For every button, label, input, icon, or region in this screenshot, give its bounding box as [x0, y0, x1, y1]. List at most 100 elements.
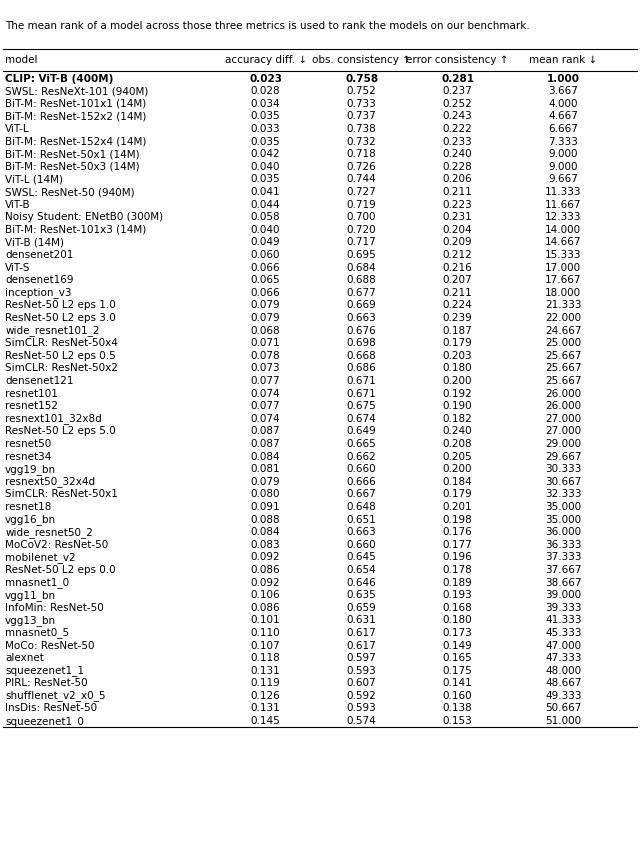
Text: 26.000: 26.000	[545, 401, 581, 410]
Text: 26.000: 26.000	[545, 388, 581, 398]
Text: 51.000: 51.000	[545, 716, 581, 725]
Text: 0.207: 0.207	[443, 275, 472, 285]
Text: 0.092: 0.092	[251, 552, 280, 561]
Text: 30.333: 30.333	[545, 464, 581, 473]
Text: 0.178: 0.178	[443, 565, 472, 574]
Text: 0.071: 0.071	[251, 338, 280, 348]
Text: 0.677: 0.677	[347, 287, 376, 298]
Text: 0.700: 0.700	[347, 212, 376, 222]
Text: MoCoV2: ResNet-50: MoCoV2: ResNet-50	[5, 539, 108, 549]
Text: 0.224: 0.224	[443, 300, 472, 310]
Text: SWSL: ResNet-50 (940M): SWSL: ResNet-50 (940M)	[5, 187, 135, 197]
Text: 0.252: 0.252	[443, 99, 472, 108]
Text: 0.035: 0.035	[251, 136, 280, 147]
Text: 0.079: 0.079	[251, 300, 280, 310]
Text: inception_v3: inception_v3	[5, 287, 72, 298]
Text: SimCLR: ResNet-50x2: SimCLR: ResNet-50x2	[5, 363, 118, 373]
Text: 0.659: 0.659	[347, 602, 376, 612]
Text: 0.190: 0.190	[443, 401, 472, 410]
Text: 39.333: 39.333	[545, 602, 582, 612]
Text: 0.200: 0.200	[443, 375, 472, 386]
Text: 0.176: 0.176	[443, 526, 472, 537]
Text: 0.189: 0.189	[443, 577, 472, 587]
Text: 0.688: 0.688	[347, 275, 376, 285]
Text: 0.079: 0.079	[251, 313, 280, 322]
Text: 0.593: 0.593	[347, 703, 376, 712]
Text: 0.074: 0.074	[251, 388, 280, 398]
Text: alexnet: alexnet	[5, 653, 44, 662]
Text: 0.106: 0.106	[251, 589, 280, 600]
Text: 0.243: 0.243	[443, 112, 472, 121]
Text: 0.028: 0.028	[251, 86, 280, 96]
Text: 39.000: 39.000	[545, 589, 581, 600]
Text: InsDis: ResNet-50: InsDis: ResNet-50	[5, 703, 97, 712]
Text: 18.000: 18.000	[545, 287, 581, 298]
Text: 0.720: 0.720	[347, 224, 376, 235]
Text: 0.141: 0.141	[443, 677, 472, 688]
Text: 0.205: 0.205	[443, 451, 472, 461]
Text: ResNet-50 L2 eps 1.0: ResNet-50 L2 eps 1.0	[5, 300, 116, 310]
Text: 0.675: 0.675	[347, 401, 376, 410]
Text: BiT-M: ResNet-50x1 (14M): BiT-M: ResNet-50x1 (14M)	[5, 149, 140, 159]
Text: resnet18: resnet18	[5, 502, 51, 511]
Text: wide_resnet101_2: wide_resnet101_2	[5, 325, 100, 335]
Text: 0.281: 0.281	[441, 73, 474, 84]
Text: 0.651: 0.651	[347, 514, 376, 524]
Text: CLIP: ViT-B (400M): CLIP: ViT-B (400M)	[5, 73, 113, 84]
Text: 0.118: 0.118	[251, 653, 280, 662]
Text: 0.073: 0.073	[251, 363, 280, 373]
Text: 0.086: 0.086	[251, 565, 280, 574]
Text: BiT-M: ResNet-152x2 (14M): BiT-M: ResNet-152x2 (14M)	[5, 112, 147, 121]
Text: 0.223: 0.223	[443, 200, 472, 209]
Text: 0.211: 0.211	[443, 287, 472, 298]
Text: 0.727: 0.727	[347, 187, 376, 197]
Text: 0.110: 0.110	[251, 627, 280, 637]
Text: 0.092: 0.092	[251, 577, 280, 587]
Text: 0.168: 0.168	[443, 602, 472, 612]
Text: wide_resnet50_2: wide_resnet50_2	[5, 526, 93, 537]
Text: The mean rank of a model across those three metrics is used to rank the models o: The mean rank of a model across those th…	[5, 21, 530, 32]
Text: 50.667: 50.667	[545, 703, 581, 712]
Text: SimCLR: ResNet-50x4: SimCLR: ResNet-50x4	[5, 338, 118, 348]
Text: squeezenet1_1: squeezenet1_1	[5, 664, 84, 676]
Text: 0.646: 0.646	[347, 577, 376, 587]
Text: 0.631: 0.631	[347, 615, 376, 624]
Text: 14.000: 14.000	[545, 224, 581, 235]
Text: 41.333: 41.333	[545, 615, 582, 624]
Text: 0.732: 0.732	[347, 136, 376, 147]
Text: 0.077: 0.077	[251, 375, 280, 386]
Text: 3.667: 3.667	[548, 86, 578, 96]
Text: ViT-S: ViT-S	[5, 263, 31, 272]
Text: 0.200: 0.200	[443, 464, 472, 473]
Text: PIRL: ResNet-50: PIRL: ResNet-50	[5, 677, 88, 688]
Text: 25.667: 25.667	[545, 375, 582, 386]
Text: 38.667: 38.667	[545, 577, 582, 587]
Text: 0.208: 0.208	[443, 438, 472, 449]
Text: 0.228: 0.228	[443, 162, 472, 171]
Text: 37.333: 37.333	[545, 552, 582, 561]
Text: mobilenet_v2: mobilenet_v2	[5, 551, 76, 562]
Text: 0.216: 0.216	[443, 263, 472, 272]
Text: densenet169: densenet169	[5, 275, 74, 285]
Text: 0.173: 0.173	[443, 627, 472, 637]
Text: 47.333: 47.333	[545, 653, 582, 662]
Text: 0.240: 0.240	[443, 426, 472, 436]
Text: 0.744: 0.744	[347, 174, 376, 184]
Text: ViT-L: ViT-L	[5, 124, 29, 134]
Text: 0.149: 0.149	[443, 640, 472, 650]
Text: SimCLR: ResNet-50x1: SimCLR: ResNet-50x1	[5, 489, 118, 499]
Text: BiT-M: ResNet-101x3 (14M): BiT-M: ResNet-101x3 (14M)	[5, 224, 147, 235]
Text: 0.077: 0.077	[251, 401, 280, 410]
Text: 0.239: 0.239	[443, 313, 472, 322]
Text: 21.333: 21.333	[545, 300, 582, 310]
Text: 22.000: 22.000	[545, 313, 581, 322]
Text: 0.066: 0.066	[251, 287, 280, 298]
Text: 0.597: 0.597	[347, 653, 376, 662]
Text: 0.574: 0.574	[347, 716, 376, 725]
Text: 0.138: 0.138	[443, 703, 472, 712]
Text: 0.060: 0.060	[251, 250, 280, 259]
Text: 0.160: 0.160	[443, 690, 472, 700]
Text: 0.222: 0.222	[443, 124, 472, 134]
Text: vgg16_bn: vgg16_bn	[5, 514, 56, 525]
Text: densenet121: densenet121	[5, 375, 74, 386]
